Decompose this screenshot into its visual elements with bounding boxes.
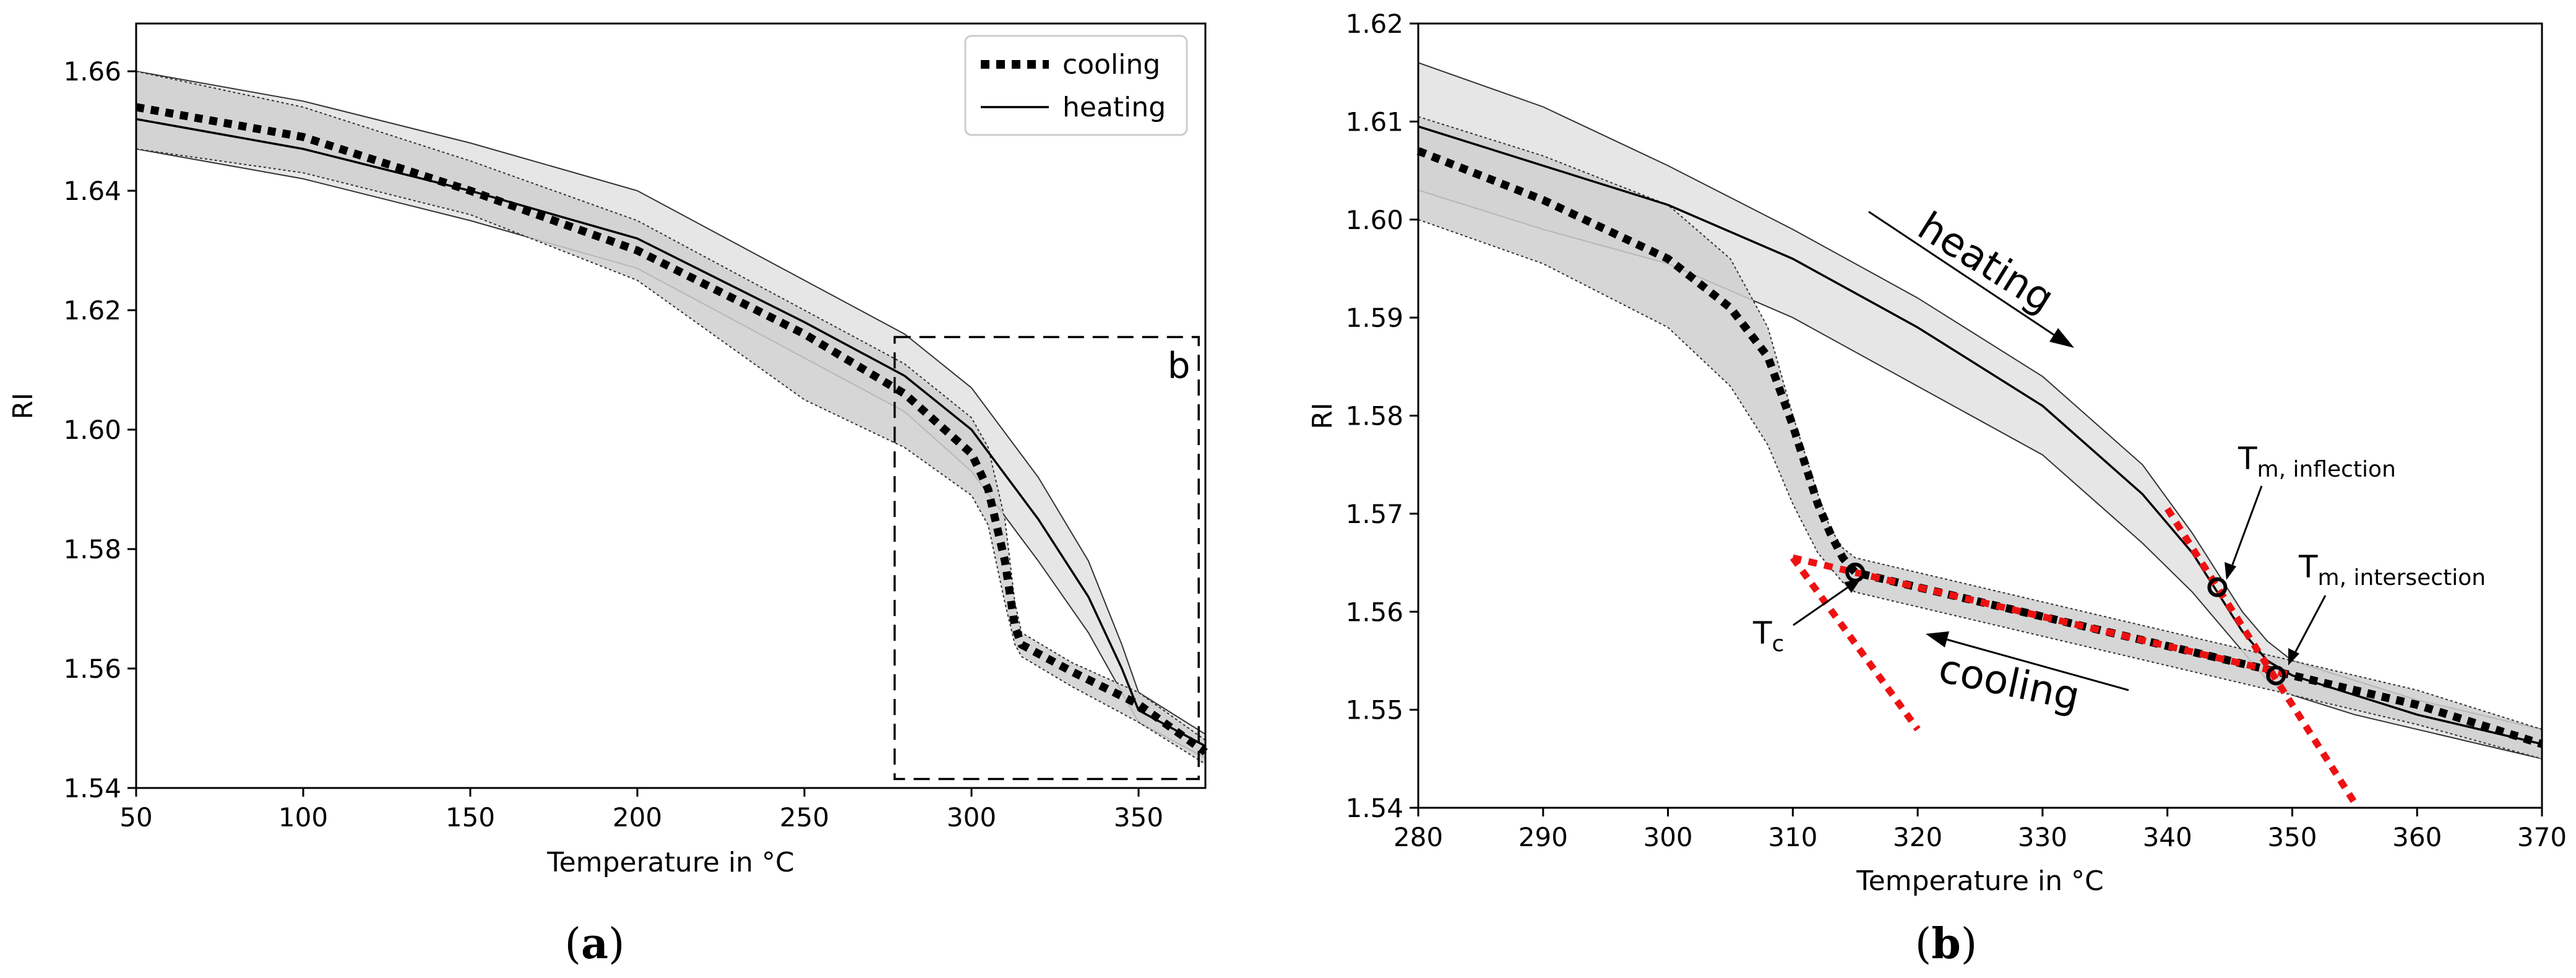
band-lower-cooling <box>136 148 1206 765</box>
heating-arrow <box>1868 210 2061 340</box>
caption-b-letter: b <box>1931 919 1961 969</box>
tangent-line <box>1792 554 2293 679</box>
caption-b: (b) <box>1915 919 1978 969</box>
x-tick-label: 250 <box>780 802 829 833</box>
y-tick-label: 1.58 <box>63 534 121 565</box>
caption-a-letter: a <box>581 919 608 969</box>
tm-intersection-arrowhead <box>2288 648 2299 665</box>
heating-arrowhead <box>2049 328 2074 348</box>
y-tick-label: 1.54 <box>63 773 121 803</box>
legend-heating-label: heating <box>1062 92 1166 123</box>
tc-arrowhead <box>1844 578 1861 593</box>
zoom-box <box>894 335 1200 781</box>
panel-a-frame <box>135 22 1207 789</box>
x-tick-label: 320 <box>1893 822 1942 852</box>
x-tick-label: 360 <box>2392 822 2442 852</box>
y-tick-label: 1.54 <box>1345 793 1403 823</box>
y-tick-label: 1.57 <box>1345 499 1403 529</box>
series-cooling <box>135 103 1208 756</box>
legend: cooling heating <box>964 35 1188 136</box>
x-tick-label: 340 <box>2143 822 2192 852</box>
panel-b: 280 290 300 310 320 330 340 350 360 370 1.54 1.55 1… <box>1307 9 2567 969</box>
y-tick-label: 1.56 <box>1345 597 1403 627</box>
x-tick-label: 50 <box>119 802 152 833</box>
legend-box <box>964 35 1188 136</box>
x-tick-label: 150 <box>446 802 495 833</box>
y-tick-label: 1.64 <box>63 176 121 206</box>
band-upper-cooling <box>1418 116 2543 730</box>
caption-a: (a) <box>564 919 624 969</box>
y-tick-label: 1.62 <box>1345 9 1403 39</box>
panel-b-xlabel: Temperature in °C <box>1856 865 2104 897</box>
x-tick-label: 350 <box>1114 802 1163 833</box>
panel-a: 50 100 150 200 250 300 350 1.54 1.56 1.58 1.60 1.6… <box>7 22 1208 969</box>
tm-inflection-arrowhead <box>2225 562 2236 580</box>
x-tick-label: 200 <box>613 802 662 833</box>
tangent-line <box>2165 507 2358 805</box>
y-tick-label: 1.58 <box>1345 401 1403 431</box>
band-upper-cooling <box>136 71 1206 741</box>
x-tick-label: 300 <box>1643 822 1692 852</box>
tc-label: Tc <box>1752 615 1784 657</box>
panel-b-ylabel: RI <box>1307 402 1338 430</box>
tm-inflection-arrow <box>2229 485 2263 570</box>
x-tick-label: 280 <box>1394 822 1443 852</box>
tm-intersection-arrow <box>2292 595 2327 657</box>
band-cooling <box>1418 116 2542 759</box>
y-tick-label: 1.60 <box>63 415 121 445</box>
y-tick-label: 1.66 <box>63 56 121 87</box>
band-cooling <box>136 71 1205 764</box>
legend-cooling-label: cooling <box>1062 49 1160 80</box>
tm-inflection-label: Tm, inflection <box>2238 441 2396 482</box>
zoom-box-label: b <box>1168 345 1191 387</box>
x-tick-label: 330 <box>2018 822 2067 852</box>
panel-a-ylabel: RI <box>7 392 39 420</box>
y-tick-label: 1.59 <box>1345 303 1403 333</box>
panel-a-xlabel: Temperature in °C <box>546 847 795 878</box>
y-tick-label: 1.56 <box>63 654 121 684</box>
tangent-line <box>1790 555 1921 732</box>
cooling-arrowhead <box>1926 631 1949 647</box>
x-tick-label: 350 <box>2267 822 2317 852</box>
band-upper-heating <box>136 71 1206 735</box>
tm-intersection-label: Tm, intersection <box>2298 549 2486 591</box>
y-tick-label: 1.60 <box>1345 205 1403 235</box>
tc-arrow <box>1793 582 1854 626</box>
cooling-arrow <box>1939 636 2129 691</box>
x-tick-label: 290 <box>1518 822 1568 852</box>
marker-Tm_inflection <box>2207 577 2228 597</box>
x-tick-label: 300 <box>947 802 996 833</box>
x-tick-label: 370 <box>2517 822 2567 852</box>
marker-Tm_intersection <box>2266 665 2286 686</box>
y-tick-label: 1.55 <box>1345 695 1403 725</box>
heating-label: heating <box>1910 204 2062 322</box>
band-lower-cooling <box>1418 219 2543 759</box>
x-tick-label: 100 <box>278 802 328 833</box>
y-tick-label: 1.62 <box>63 295 121 326</box>
series-cooling <box>1416 147 2543 748</box>
x-tick-label: 310 <box>1768 822 1817 852</box>
y-tick-label: 1.61 <box>1345 106 1403 137</box>
